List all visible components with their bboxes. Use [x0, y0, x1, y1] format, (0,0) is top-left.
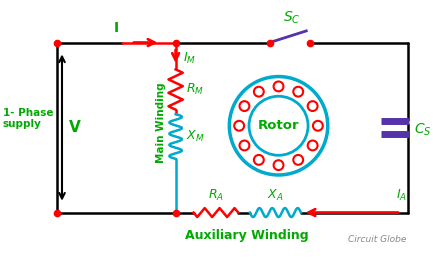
- Text: Auxiliary Winding: Auxiliary Winding: [185, 229, 309, 242]
- Text: 1- Phase
supply: 1- Phase supply: [3, 108, 53, 129]
- Text: $I_M$: $I_M$: [183, 51, 196, 66]
- Text: $X_A$: $X_A$: [267, 187, 284, 203]
- Text: $I_A$: $I_A$: [396, 187, 407, 203]
- Text: I: I: [113, 21, 119, 35]
- Text: $S_C$: $S_C$: [283, 10, 301, 27]
- Text: $X_M$: $X_M$: [186, 129, 205, 144]
- Text: Circuit Globe: Circuit Globe: [348, 235, 407, 244]
- Text: $R_A$: $R_A$: [208, 187, 224, 203]
- Text: $C_S$: $C_S$: [414, 121, 431, 138]
- Text: Main Winding: Main Winding: [156, 83, 166, 163]
- Text: Rotor: Rotor: [258, 119, 299, 132]
- Text: V: V: [69, 120, 81, 135]
- Text: $R_M$: $R_M$: [186, 82, 204, 97]
